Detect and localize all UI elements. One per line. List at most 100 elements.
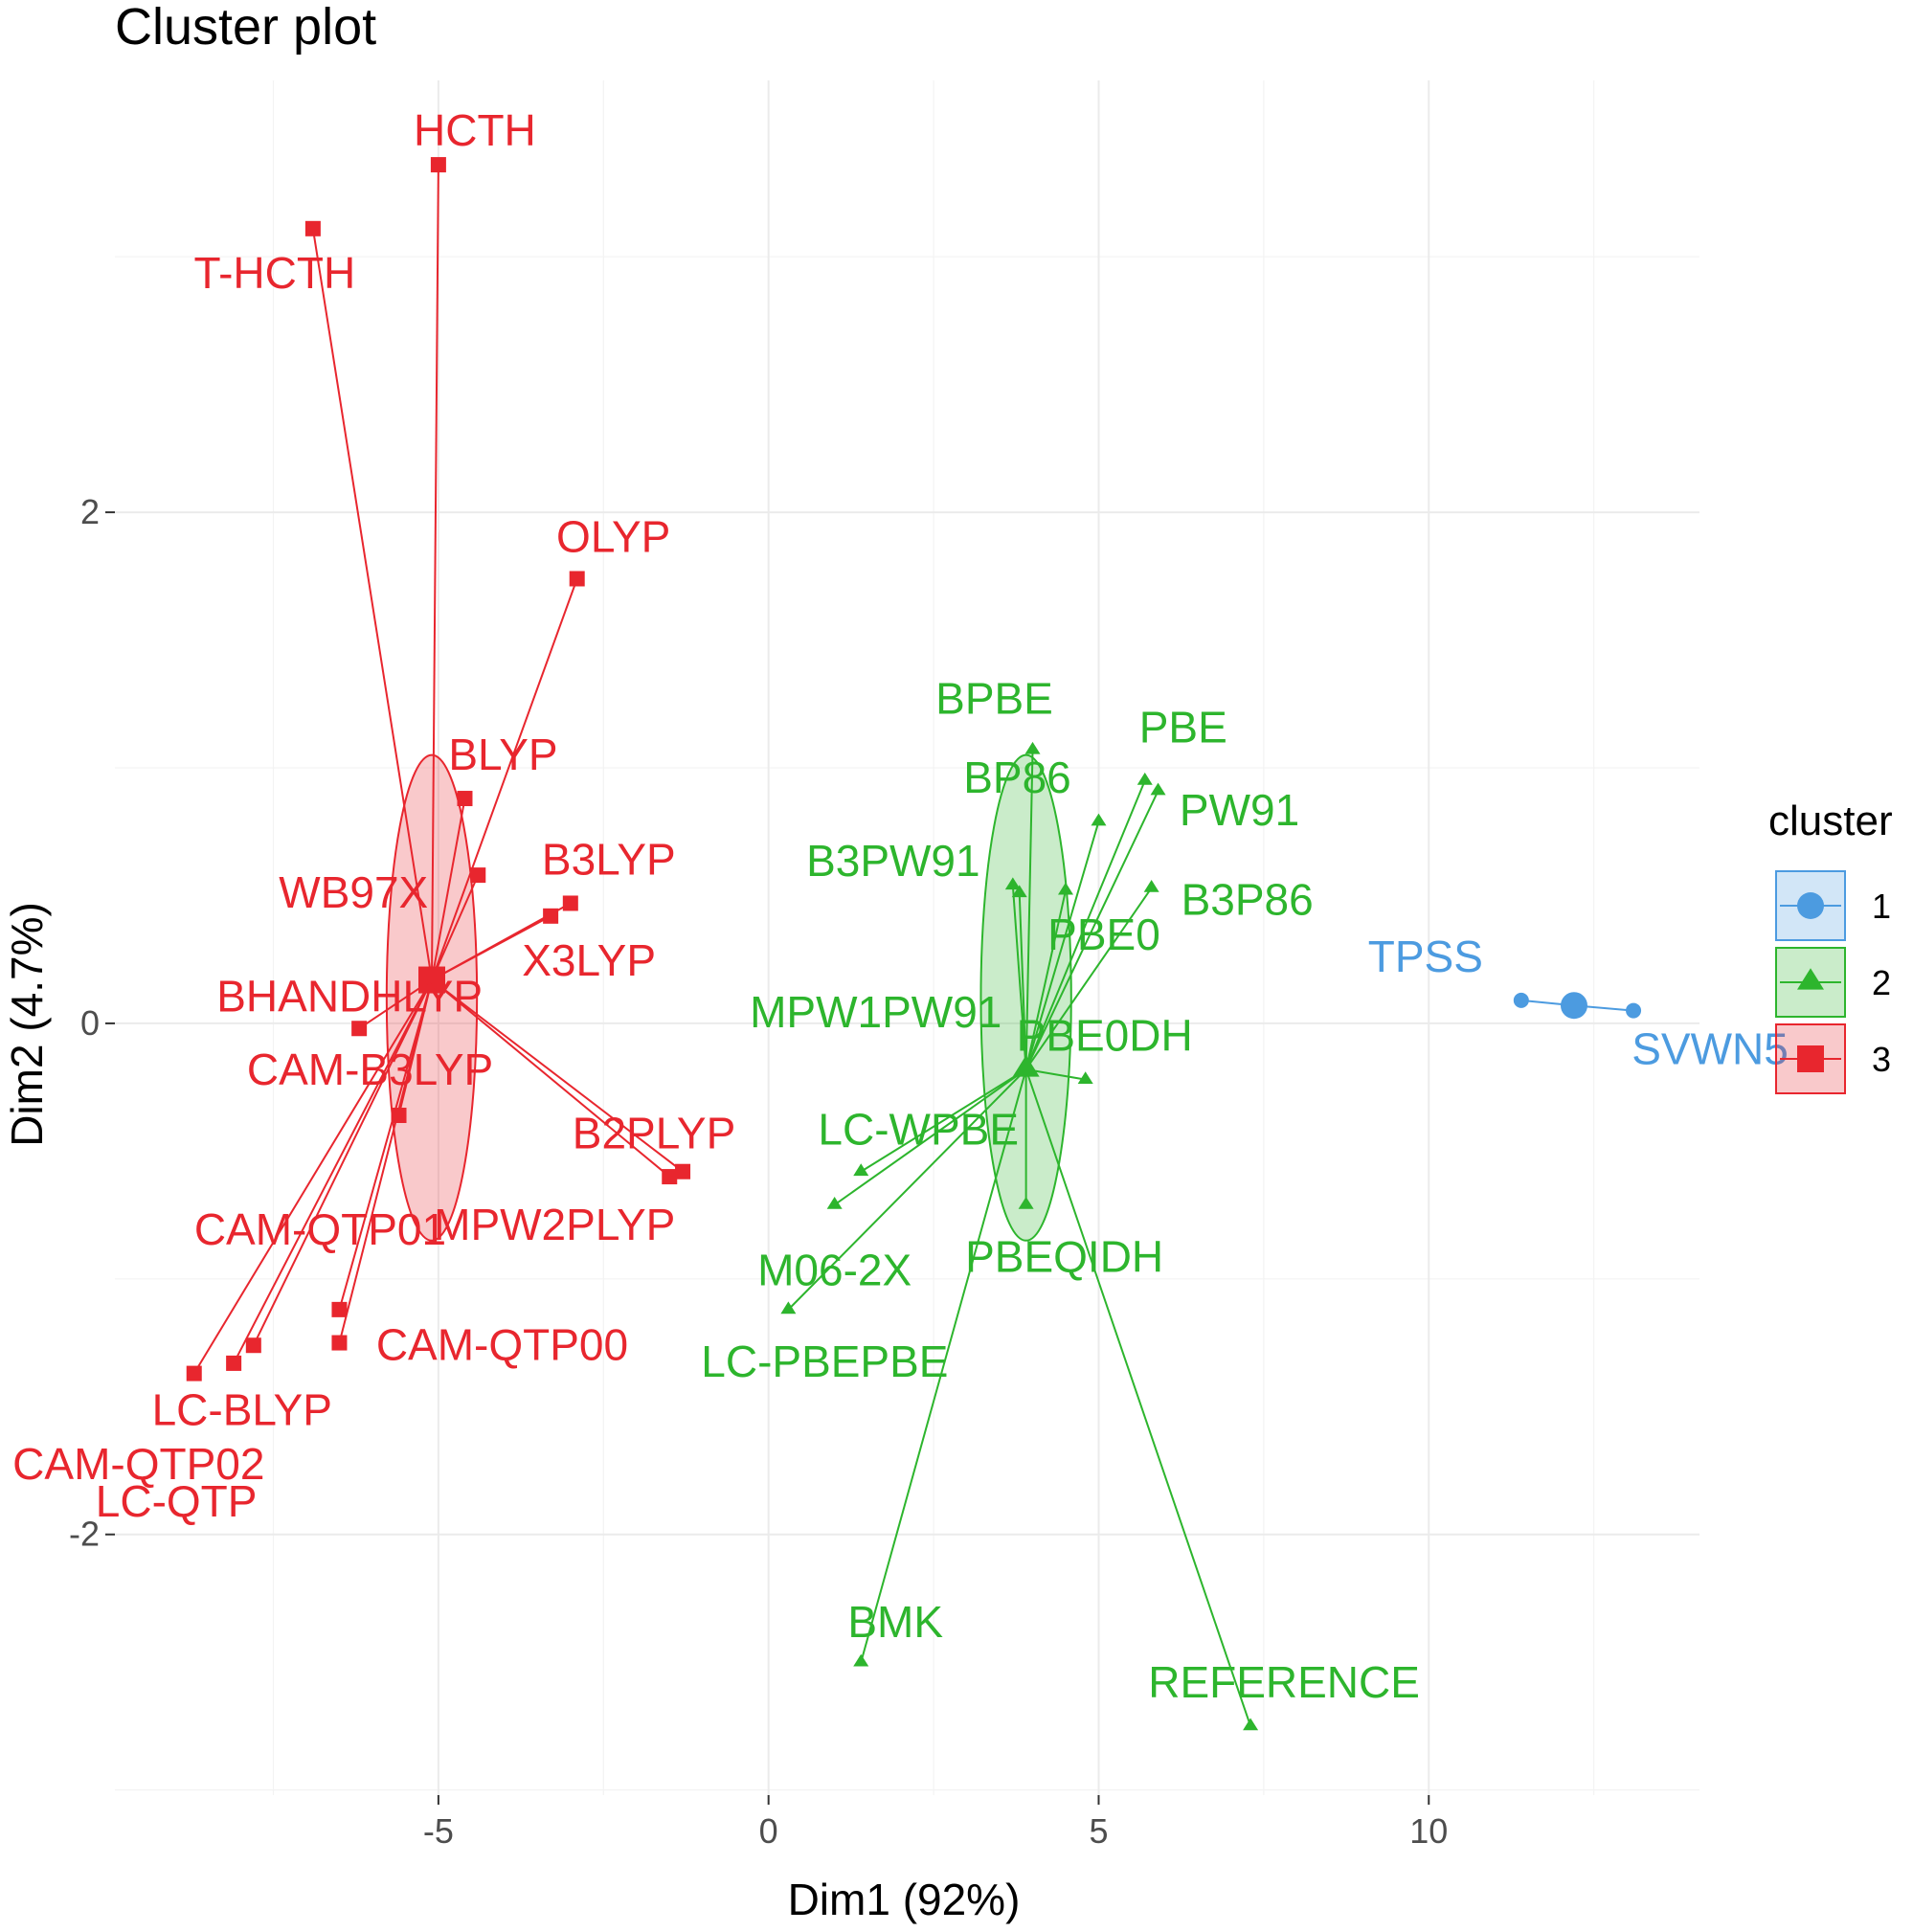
point-lc-qtp: [226, 1355, 242, 1371]
label-cam-qtp01: CAM-QTP01: [194, 1204, 446, 1254]
point-bmk: [853, 1653, 869, 1667]
point-wb97x: [470, 867, 486, 884]
segment-hcth: [431, 165, 439, 980]
legend-title: cluster: [1768, 798, 1893, 844]
label-mpw1pw91: MPW1PW91: [750, 987, 1002, 1037]
cluster-3-ellipse: [385, 753, 479, 1242]
point-svwn5: [1626, 1002, 1642, 1019]
chart-title: Cluster plot: [115, 0, 376, 56]
point-bp86: [1091, 813, 1107, 826]
label-tpss: TPSS: [1368, 932, 1483, 981]
point-m06-2x: [826, 1196, 843, 1209]
segment-lc-blyp: [192, 979, 433, 1375]
legend-key-marker-3: [1797, 1045, 1824, 1072]
label-b3p86: B3P86: [1182, 874, 1314, 924]
segment-olyp: [431, 578, 578, 980]
point-t-hcth: [304, 220, 321, 236]
label-lc-pbepbe: LC-PBEPBE: [701, 1337, 948, 1386]
point-bhandhlyp: [351, 1021, 368, 1037]
point-pbe0: [1058, 882, 1073, 895]
label-pbeqidh: PBEQIDH: [965, 1231, 1163, 1281]
label-hcth: HCTH: [414, 105, 536, 155]
point-b3p86: [1143, 880, 1159, 892]
x-axis-title: Dim1 (92%): [788, 1875, 1021, 1924]
segment-mpw2plyp: [431, 978, 670, 1178]
label-x3lyp: X3LYP: [522, 935, 656, 985]
label-bpbe: BPBE: [935, 673, 1053, 723]
segment-cam-qtp02: [252, 979, 433, 1346]
label-pbe0dh: PBE0DH: [1017, 1011, 1193, 1061]
point-bpbe: [1024, 741, 1041, 754]
label-b3lyp: B3LYP: [542, 834, 676, 884]
label-mpw2plyp: MPW2PLYP: [434, 1200, 675, 1249]
cluster-2-center: [1012, 1055, 1040, 1077]
label-pbe: PBE: [1139, 702, 1227, 752]
label-reference: REFERENCE: [1148, 1657, 1420, 1707]
point-lc-pbepbe: [780, 1301, 797, 1314]
legend-key-marker-1: [1797, 892, 1824, 919]
cluster-3-center: [418, 966, 445, 994]
point-pw91: [1150, 782, 1166, 796]
label-wb97x: WB97X: [279, 867, 428, 917]
legend-label-2: 2: [1872, 963, 1891, 1002]
segment-bmk: [860, 1068, 1027, 1663]
segment-wb97x: [431, 874, 480, 980]
segment-lc-pbepbe: [787, 1068, 1027, 1311]
point-pbe0dh: [1077, 1071, 1093, 1084]
point-mpw1pw91: [1011, 885, 1027, 898]
segment-pbe: [1024, 779, 1146, 1070]
y-axis-title: Dim2 (4.7%): [2, 902, 52, 1147]
label-bmk: BMK: [847, 1597, 943, 1647]
x-tick-label: -5: [423, 1811, 454, 1851]
point-cam-qtp01: [331, 1301, 348, 1317]
segment-lc-wpbe: [860, 1068, 1027, 1173]
cluster-points: [186, 157, 1642, 1731]
label-bhandhlyp: BHANDHLYP: [216, 971, 483, 1021]
segment-b2plyp: [431, 978, 684, 1173]
label-olyp: OLYP: [556, 511, 670, 561]
segment-blyp: [431, 798, 466, 980]
label-m06-2x: M06-2X: [757, 1245, 911, 1294]
y-tick-label: 2: [80, 492, 100, 531]
point-blyp: [457, 791, 473, 807]
label-cam-qtp00: CAM-QTP00: [376, 1320, 628, 1370]
label-blyp: BLYP: [448, 730, 557, 779]
point-labels: TPSS SVWN5 BPBE PBE BP86 PW91 B3PW91 B3P86 PBE0 M…: [12, 105, 1789, 1707]
point-hcth: [430, 157, 446, 173]
segment-bpbe: [1024, 750, 1034, 1069]
segment-m06-2x: [834, 1068, 1027, 1206]
legend-label-3: 3: [1872, 1040, 1891, 1079]
point-cam-qtp02: [245, 1337, 261, 1354]
label-cam-b3lyp: CAM-B3LYP: [247, 1045, 493, 1094]
y-tick-label: 0: [80, 1003, 100, 1043]
label-b2plyp: B2PLYP: [573, 1109, 735, 1158]
label-lc-qtp: LC-QTP: [96, 1476, 258, 1526]
segment-pbe0: [1024, 889, 1067, 1070]
axis-ticks: -5 0 5 10 -2 0 2: [69, 492, 1448, 1851]
segment-t-hcth: [311, 228, 433, 980]
segment-cam-qtp01: [338, 979, 433, 1311]
segment-x3lyp: [431, 914, 551, 981]
segment-reference: [1024, 1068, 1252, 1727]
label-pw91: PW91: [1180, 785, 1299, 835]
segment-b3pw91: [1011, 885, 1027, 1070]
point-cam-b3lyp: [391, 1108, 407, 1124]
point-b2plyp: [675, 1163, 691, 1179]
point-cam-qtp00: [331, 1335, 348, 1351]
point-reference: [1243, 1718, 1259, 1731]
point-b3lyp: [562, 895, 578, 911]
point-lc-wpbe: [853, 1163, 869, 1177]
label-cam-qtp02: CAM-QTP02: [12, 1439, 264, 1489]
point-mpw2plyp: [662, 1169, 678, 1185]
segment-cam-qtp00: [338, 979, 433, 1343]
y-tick-label: -2: [69, 1515, 100, 1554]
label-b3pw91: B3PW91: [806, 836, 980, 886]
point-tpss: [1513, 992, 1529, 1008]
point-pbeqidh: [1018, 1196, 1034, 1209]
cluster-2-ellipse: [979, 753, 1072, 1242]
label-bp86: BP86: [963, 753, 1071, 802]
point-lc-blyp: [186, 1365, 202, 1382]
point-olyp: [569, 571, 585, 587]
segment-mpw1pw91: [1018, 892, 1027, 1069]
